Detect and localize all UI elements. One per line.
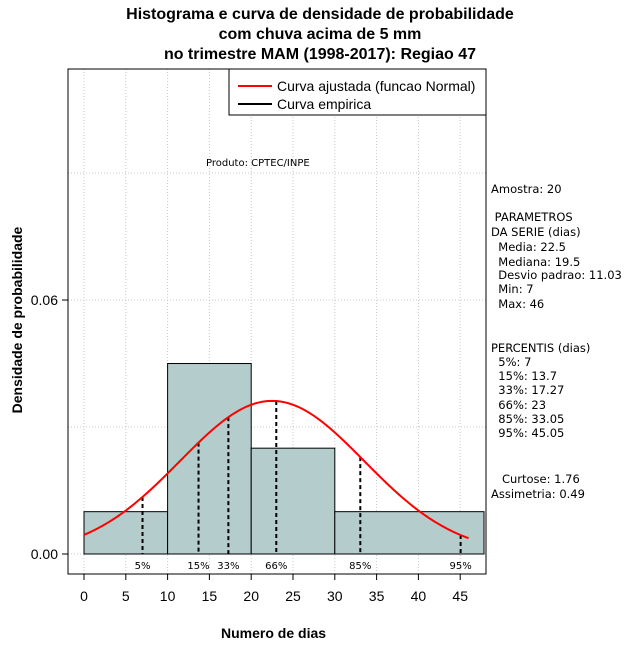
axes: 0 5 10 15 20 25 30 35 40 45 0.00 0.06	[31, 292, 468, 604]
percentile-label: 15%	[187, 561, 209, 572]
histogram-bar	[250, 447, 336, 555]
x-tick-label: 10	[160, 588, 176, 604]
legend: Curva ajustada (funcao Normal) Curva emp…	[228, 68, 487, 116]
y-axis-label: Densidade de probabilidade	[9, 226, 25, 414]
stat-mean: Media: 22.5	[491, 240, 566, 254]
stat-p95: 95%: 45.05	[491, 426, 565, 440]
x-tick-label: 0	[80, 588, 88, 604]
legend-box	[228, 68, 487, 116]
stat-kurtosis: Curtose: 1.76	[491, 472, 580, 486]
x-tick-label: 45	[452, 588, 468, 604]
x-tick-label: 40	[411, 588, 427, 604]
percentile-lines: 5% 15% 33% 66% 85% 95%	[135, 401, 472, 572]
stat-p85: 85%: 33.05	[491, 412, 565, 426]
stat-pct-header: PERCENTIS (dias)	[491, 341, 591, 355]
percentile-label: 5%	[135, 561, 151, 572]
stat-p33: 33%: 17.27	[491, 383, 565, 397]
stat-params-header-2: DA SERIE (dias)	[491, 225, 581, 239]
percentile-label: 66%	[265, 561, 287, 572]
fitted-normal-curve	[83, 399, 469, 540]
stat-params-header-1: PARAMETROS	[491, 210, 573, 224]
stat-median: Mediana: 19.5	[491, 255, 581, 269]
histogram-bar	[83, 511, 169, 555]
stat-sd: Desvio padrao: 11.03	[491, 268, 622, 282]
stat-max: Max: 46	[491, 297, 545, 311]
x-tick-label: 30	[327, 588, 343, 604]
x-axis-label: Numero de dias	[221, 625, 327, 641]
histogram-bar	[334, 511, 485, 555]
x-tick-label: 5	[122, 588, 130, 604]
stat-skewness: Assimetria: 0.49	[491, 487, 585, 501]
stat-p15: 15%: 13.7	[491, 369, 558, 383]
x-tick-label: 20	[243, 588, 259, 604]
stat-p66: 66%: 23	[491, 398, 547, 412]
x-tick-label: 35	[369, 588, 385, 604]
histogram-bar	[167, 363, 252, 555]
legend-label-empirical: Curva empirica	[277, 96, 371, 112]
x-tick-label: 15	[202, 588, 218, 604]
chart-title-line-2: com chuva acima de 5 mm	[218, 26, 422, 43]
stat-p5: 5%: 7	[491, 355, 532, 369]
percentile-label: 85%	[349, 561, 371, 572]
legend-label-fitted: Curva ajustada (funcao Normal)	[277, 78, 475, 94]
histogram-bars	[83, 363, 485, 555]
x-tick-label: 25	[285, 588, 301, 604]
y-tick-label: 0.06	[31, 292, 58, 308]
chart-title-line-3: no trimestre MAM (1998-2017): Regiao 47	[163, 46, 477, 63]
y-tick-label: 0.00	[31, 546, 58, 562]
stat-sample: Amostra: 20	[491, 182, 562, 196]
percentile-label: 33%	[217, 561, 239, 572]
product-annotation: Produto: CPTEC/INPE	[206, 158, 310, 169]
percentile-label: 95%	[450, 561, 472, 572]
chart-title-line-1: Histograma e curva de densidade de proba…	[126, 6, 514, 23]
grid-lines	[68, 69, 486, 574]
stat-min: Min: 7	[491, 282, 534, 296]
